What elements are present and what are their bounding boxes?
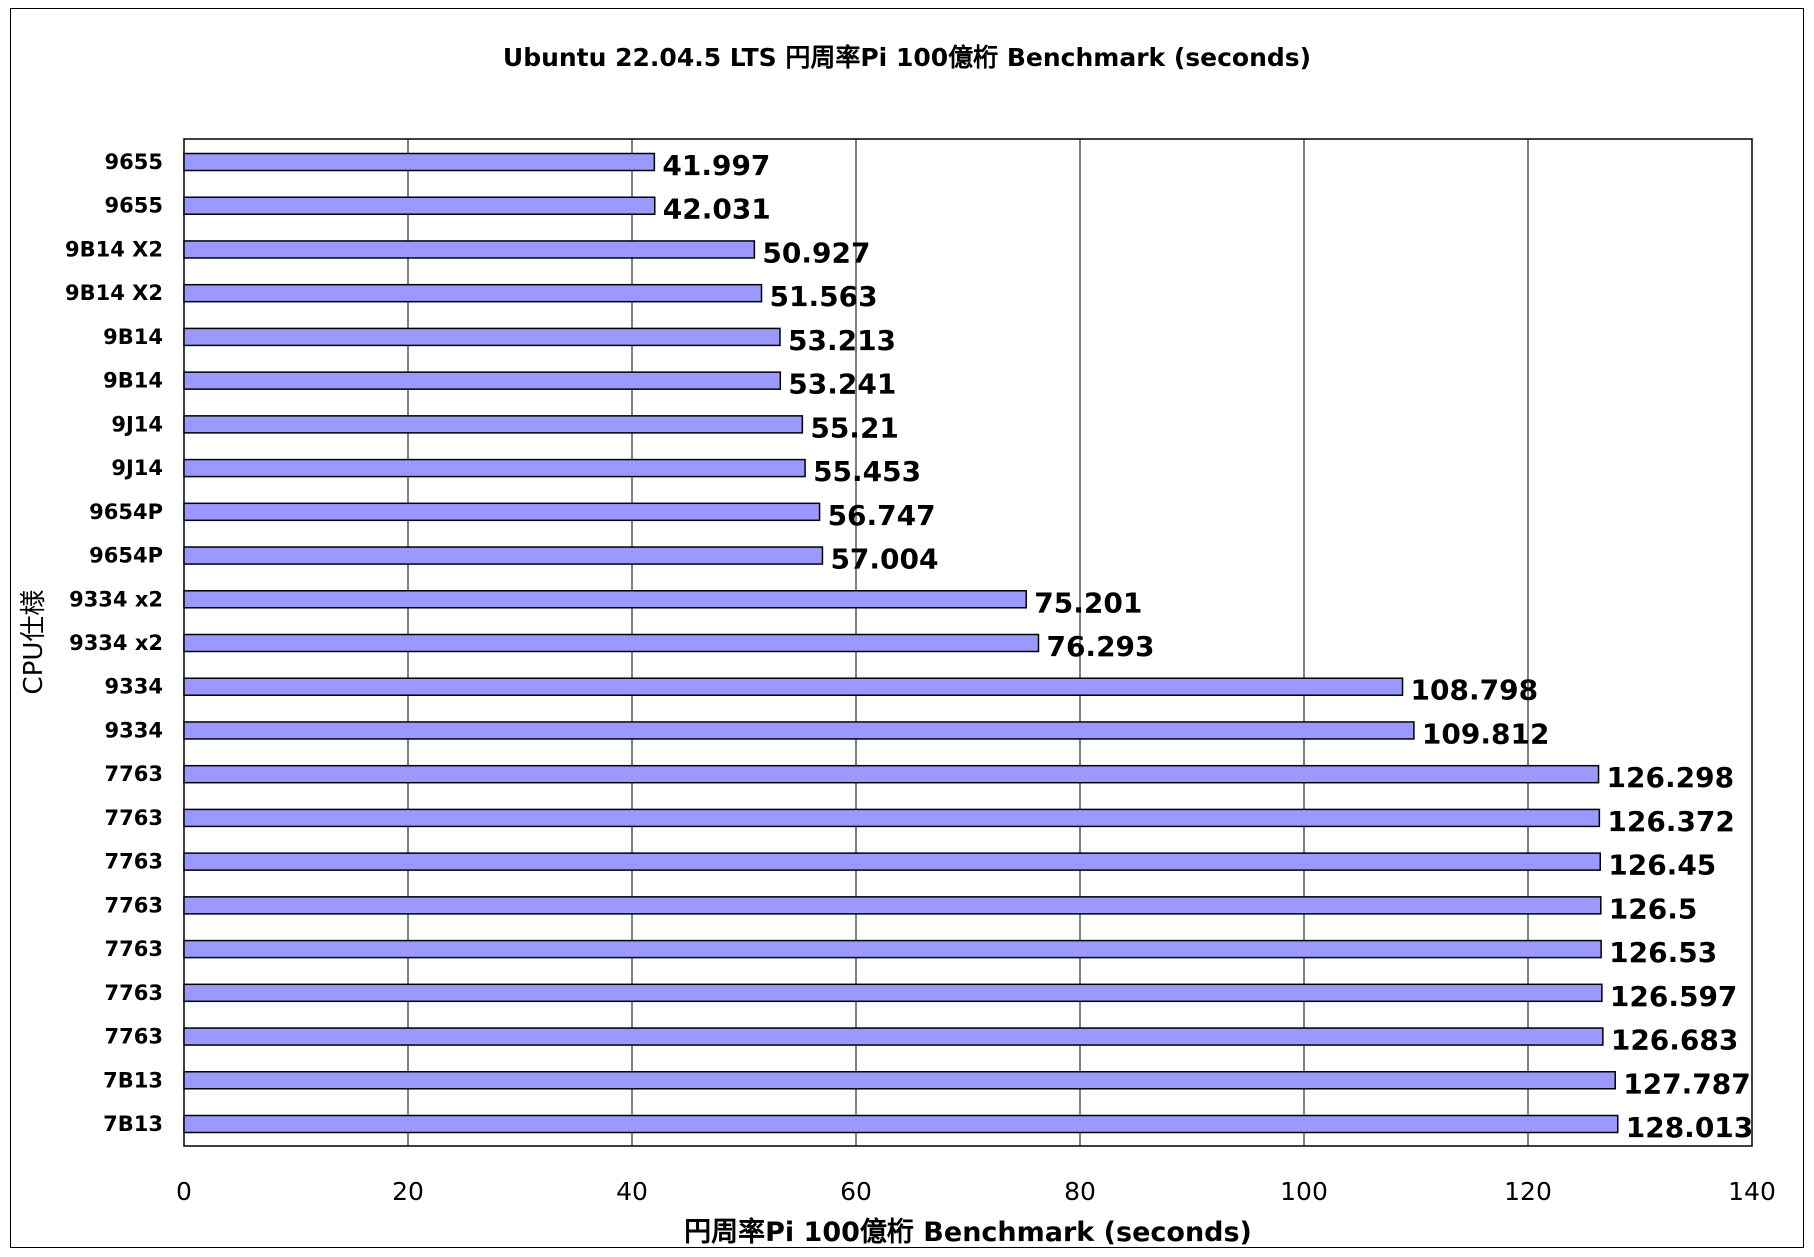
data-label: 56.747: [828, 499, 936, 532]
bar: [183, 939, 1602, 959]
bar: [183, 458, 806, 478]
category-label: 7B13: [103, 1068, 163, 1092]
bar: [183, 852, 1601, 871]
category-label: 9334: [105, 718, 163, 742]
data-label: 53.241: [788, 368, 896, 401]
data-label: 51.563: [770, 280, 878, 313]
data-labels: 41.997 42.031 50.927 51.563 53.213 53.241 55.2…: [662, 149, 1753, 1144]
bar: [183, 1071, 1616, 1090]
category-label: 9B14: [103, 325, 163, 349]
category-label: 9B14 X2: [65, 237, 163, 261]
category-label: 9B14 X2: [65, 281, 163, 305]
grid-lines: [407, 139, 1529, 1146]
x-tick-label: 100: [1280, 1177, 1328, 1206]
x-tick-label: 120: [1504, 1177, 1552, 1206]
bar: [183, 371, 782, 390]
data-label: 53.213: [788, 324, 896, 357]
category-label: 7763: [105, 981, 163, 1005]
data-label: 41.997: [662, 149, 770, 182]
bar: [183, 502, 821, 522]
data-label: 126.53: [1609, 936, 1717, 969]
bar: [183, 415, 804, 434]
data-label: 76.293: [1046, 630, 1154, 663]
category-label: 7763: [105, 762, 163, 786]
data-label: 55.21: [810, 411, 899, 444]
data-label: 126.372: [1607, 805, 1735, 838]
bars: [183, 152, 1619, 1134]
x-tick-label: 140: [1728, 1177, 1776, 1206]
category-label: 7763: [105, 1025, 163, 1049]
x-axis-label: 円周率Pi 100億桁 Benchmark (seconds): [684, 1216, 1252, 1248]
data-label: 108.798: [1411, 674, 1539, 707]
data-label: 109.812: [1422, 717, 1550, 750]
category-label: 9B14: [103, 369, 163, 393]
data-label: 126.298: [1607, 761, 1735, 794]
x-tick-labels: 0 20 40 60 80 100 120 140: [176, 1177, 1776, 1206]
category-labels: 9655 9655 9B14 X2 9B14 X2 9B14 9B14 9J14 9J14 96…: [65, 150, 163, 1136]
bar: [183, 721, 1415, 740]
bar: [183, 327, 781, 347]
category-label: 7763: [105, 850, 163, 874]
category-label: 9654P: [89, 544, 163, 568]
category-label: 9334: [105, 675, 163, 699]
category-label: 7763: [105, 937, 163, 961]
bar: [183, 152, 656, 172]
data-label: 127.787: [1623, 1067, 1751, 1100]
bar: [183, 1027, 1604, 1046]
x-tick-label: 0: [176, 1177, 192, 1206]
data-label: 75.201: [1034, 586, 1142, 619]
bar: [183, 590, 1028, 609]
category-label: 9J14: [111, 456, 163, 480]
bar: [183, 764, 1600, 784]
x-tick-label: 80: [1064, 1177, 1096, 1206]
category-label: 9655: [105, 194, 163, 218]
data-label: 50.927: [762, 236, 870, 269]
data-label: 126.683: [1611, 1024, 1739, 1057]
data-label: 128.013: [1626, 1111, 1754, 1144]
category-label: 7763: [105, 806, 163, 830]
bar: [183, 196, 656, 215]
x-tick-label: 20: [392, 1177, 424, 1206]
bar: [183, 283, 763, 303]
bar: [183, 240, 756, 259]
category-label: 7763: [105, 893, 163, 917]
data-label: 57.004: [830, 543, 938, 576]
bar: [183, 677, 1404, 696]
category-label: 9334 x2: [69, 587, 163, 611]
x-tick-label: 60: [840, 1177, 872, 1206]
category-label: 7B13: [103, 1112, 163, 1136]
bar: [183, 983, 1603, 1003]
bar: [183, 896, 1602, 915]
category-label: 9654P: [89, 500, 163, 524]
data-label: 126.45: [1608, 849, 1716, 882]
bar: [183, 1114, 1619, 1134]
data-label: 42.031: [663, 193, 771, 226]
bar: [183, 808, 1601, 828]
data-label: 55.453: [813, 455, 921, 488]
bar: [183, 633, 1040, 653]
chart-title: Ubuntu 22.04.5 LTS 円周率Pi 100億桁 Benchmark…: [503, 43, 1311, 72]
y-axis-label: CPU仕様: [19, 590, 49, 695]
category-label: 9J14: [111, 412, 163, 436]
bar: [183, 546, 824, 565]
category-label: 9334 x2: [69, 631, 163, 655]
data-label: 126.5: [1609, 892, 1698, 925]
x-tick-label: 40: [616, 1177, 648, 1206]
data-label: 126.597: [1610, 980, 1738, 1013]
category-label: 9655: [105, 150, 163, 174]
